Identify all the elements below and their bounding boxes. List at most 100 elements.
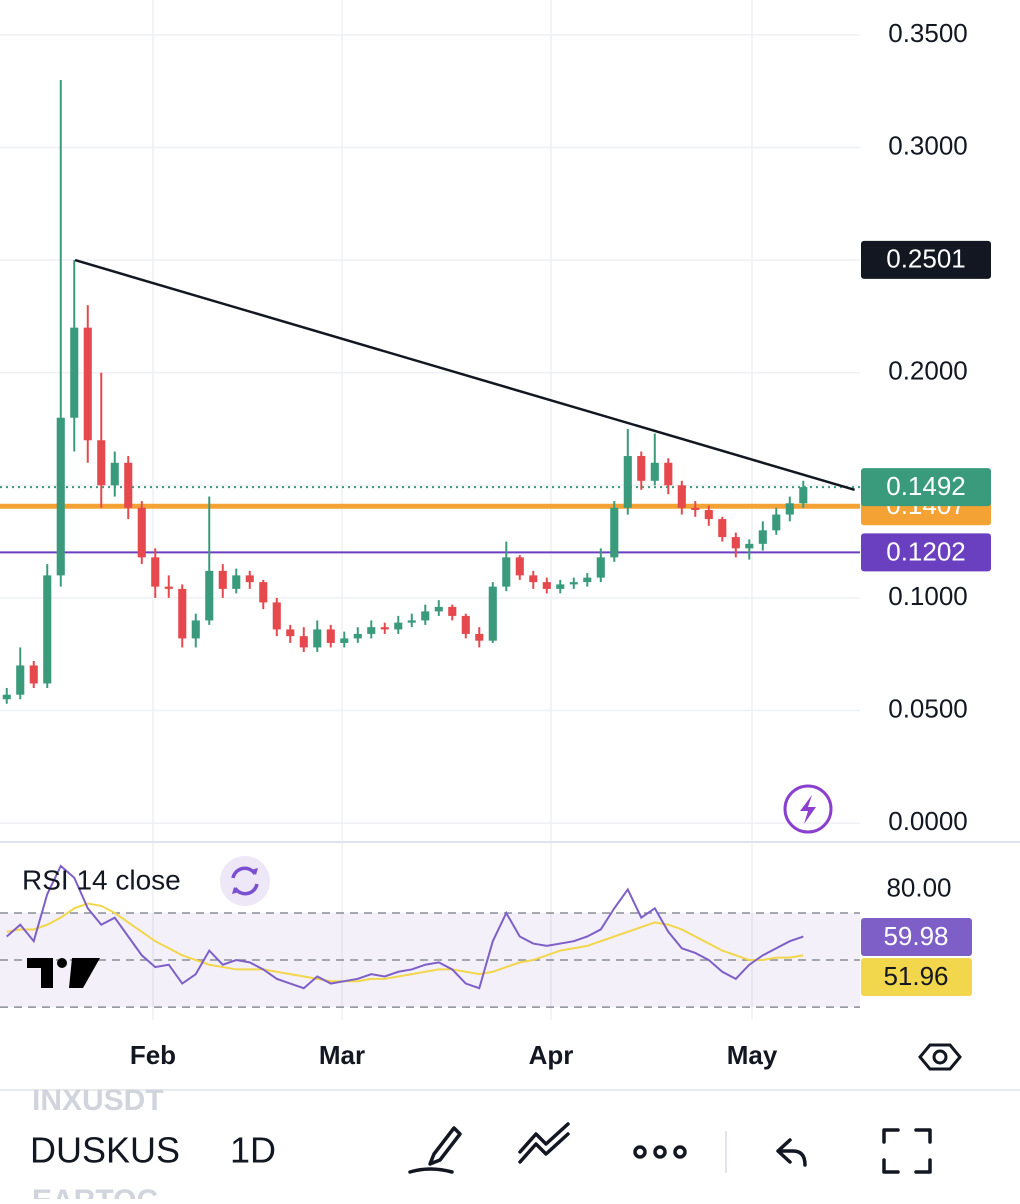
- candle-body: [326, 629, 335, 643]
- y-tick-label: 0.3000: [888, 130, 968, 160]
- candle-body: [394, 622, 403, 630]
- candle-body: [151, 557, 160, 587]
- trendline: [74, 258, 855, 491]
- fullscreen-button[interactable]: [882, 1128, 932, 1174]
- symbol-faded[interactable]: EARTOC: [32, 1184, 158, 1199]
- candle-body: [299, 636, 308, 648]
- candle-body: [434, 606, 443, 612]
- candle-body: [569, 582, 578, 585]
- candle-body: [2, 694, 11, 700]
- candle-body: [718, 519, 727, 538]
- candle-body: [488, 586, 497, 641]
- candle-body: [637, 456, 646, 481]
- candle-body: [772, 514, 781, 531]
- price-tag-box: [861, 533, 991, 572]
- candle-body: [191, 620, 200, 639]
- symbol-list: INXUSDT DUSKUS EARTOC: [30, 1084, 180, 1199]
- price-tag-label: 0.2501: [886, 244, 966, 274]
- candle-body: [448, 606, 457, 616]
- y-tick-label: 0.2000: [888, 356, 968, 386]
- price-tag-label: 0.1492: [886, 471, 966, 501]
- symbol-faded[interactable]: INXUSDT: [32, 1084, 164, 1117]
- y-tick-label: 0.0000: [888, 806, 968, 836]
- candle-body: [421, 611, 430, 621]
- candle-body: [556, 584, 565, 589]
- rsi-tag-box: [861, 918, 972, 956]
- rsi-tag-label: 59.98: [883, 921, 948, 951]
- x-tick-label: May: [727, 1040, 778, 1070]
- candle-body: [124, 462, 133, 508]
- candle-body: [245, 575, 254, 583]
- y-tick-label: 80.00: [886, 872, 951, 902]
- candle-body: [43, 575, 52, 684]
- candle-body: [623, 456, 632, 508]
- candle-body: [704, 510, 713, 520]
- y-tick-label: 0.1000: [888, 581, 968, 611]
- lightning-button[interactable]: [783, 784, 833, 834]
- candle-body: [70, 327, 79, 418]
- more-menu[interactable]: [633, 1145, 687, 1159]
- price-tag-box: [861, 240, 991, 279]
- price-pane: 0.0000 0.0500 0.1000 0.2000 0.3000 0.3500 0.25…: [0, 0, 991, 1020]
- candle-body: [29, 665, 38, 684]
- candle-body: [407, 620, 416, 623]
- candle-body: [515, 557, 524, 576]
- candle-body: [731, 537, 740, 549]
- candle-body: [529, 575, 538, 583]
- x-tick-label: Mar: [319, 1040, 365, 1070]
- candle-body: [205, 570, 214, 621]
- candle-body: [664, 462, 673, 486]
- candle-body: [56, 417, 65, 576]
- candle-body: [313, 629, 322, 648]
- candle-body: [164, 586, 173, 589]
- symbol[interactable]: DUSKUS: [30, 1130, 180, 1171]
- undo-button[interactable]: [776, 1138, 807, 1167]
- price-tag-label: 0.1202: [886, 536, 966, 566]
- candle-body: [340, 638, 349, 643]
- candle-body: [178, 588, 187, 639]
- candle-body: [286, 629, 295, 637]
- candle-body: [97, 440, 106, 486]
- candle-body: [218, 570, 227, 589]
- candle-body: [691, 507, 700, 511]
- rsi-line: [6, 864, 804, 990]
- candle-body: [367, 627, 376, 634]
- candle-body: [232, 575, 241, 589]
- rsi-tag-label: 51.96: [883, 961, 948, 991]
- candle-body: [259, 582, 268, 603]
- grid: [0, 0, 860, 1020]
- candle-body: [610, 507, 619, 558]
- price-tag-box: [861, 468, 991, 507]
- candle-body: [137, 507, 146, 558]
- rsi-tag-box: [861, 958, 972, 996]
- candle-body: [272, 602, 281, 630]
- indicator-tool[interactable]: [518, 1122, 570, 1164]
- rsi-line: [6, 902, 804, 983]
- settings-gear[interactable]: [918, 1043, 962, 1071]
- x-tick-label: Feb: [130, 1040, 176, 1070]
- candle-body: [677, 485, 686, 508]
- draw-tool[interactable]: [408, 1126, 462, 1174]
- candle-body: [758, 530, 767, 544]
- y-tick-label: 0.3500: [888, 18, 968, 48]
- candle-body: [785, 503, 794, 515]
- interval[interactable]: 1D: [230, 1130, 276, 1171]
- candle-body: [650, 462, 659, 481]
- rsi-settings-icon[interactable]: [220, 856, 270, 906]
- tradingview-logo: [27, 958, 100, 988]
- rsi-title: RSI 14 close: [22, 864, 181, 895]
- candle-body: [745, 543, 754, 549]
- candle-body: [596, 557, 605, 578]
- candle-body: [799, 487, 808, 504]
- candle-body: [542, 582, 551, 589]
- y-tick-label: 0.0500: [888, 693, 968, 723]
- candle-body: [83, 327, 92, 441]
- candle-body: [583, 577, 592, 583]
- rsi-pane: 80.00 59.98 51.96: [0, 864, 972, 1008]
- candle-body: [380, 627, 389, 630]
- candle-body: [110, 462, 119, 486]
- candle-body: [353, 633, 362, 639]
- candle-body: [475, 633, 484, 641]
